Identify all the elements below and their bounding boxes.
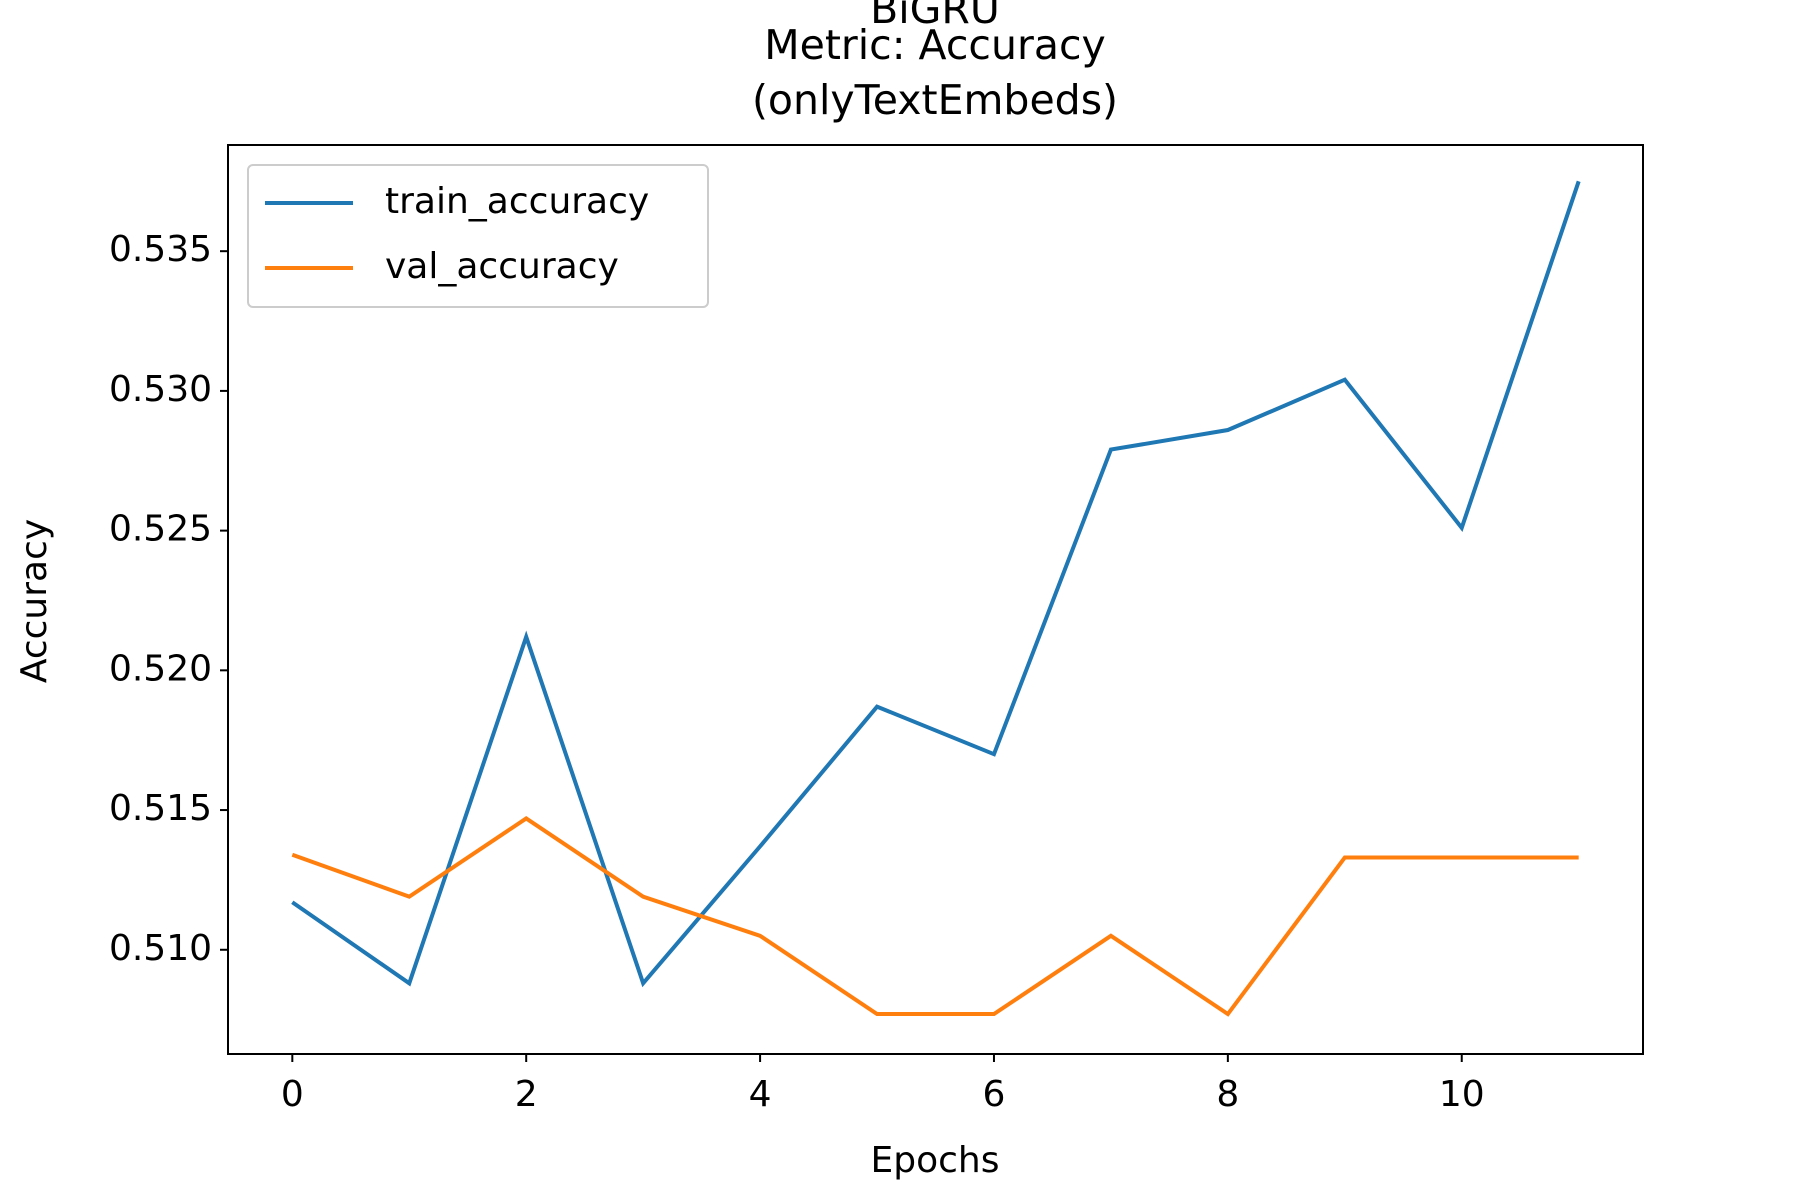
plot-frame [227, 144, 1644, 1055]
chart-title: BiGRU [870, 0, 1000, 33]
y-tick-label: 0.530 [109, 369, 212, 410]
chart-title: Metric: Accuracy [764, 21, 1106, 69]
y-tick-label: 0.515 [109, 788, 212, 829]
x-tick-label: 10 [1439, 1074, 1485, 1115]
legend-box [247, 164, 709, 308]
x-tick-label: 4 [749, 1074, 772, 1115]
y-tick-label: 0.535 [109, 229, 212, 270]
series-line [291, 180, 1581, 988]
x-tick-label: 8 [1216, 1074, 1239, 1115]
x-tick-label: 0 [281, 1074, 304, 1115]
x-tick-label: 6 [983, 1074, 1006, 1115]
y-axis-label: Accuracy [14, 519, 55, 683]
legend-label: train_accuracy [385, 181, 649, 222]
y-tick-label: 0.520 [109, 648, 212, 689]
chart-title: (onlyTextEmbeds) [752, 76, 1118, 124]
legend-label: val_accuracy [385, 246, 619, 287]
x-tick-label: 2 [515, 1074, 538, 1115]
y-tick-label: 0.510 [109, 928, 212, 969]
x-axis-label: Epochs [871, 1140, 1000, 1181]
y-tick-label: 0.525 [109, 509, 212, 550]
series-line [291, 816, 1579, 1017]
